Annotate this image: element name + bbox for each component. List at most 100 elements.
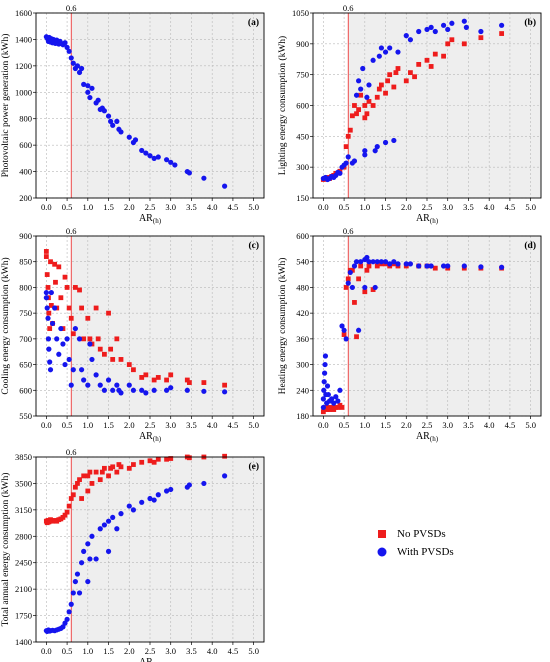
data-point-square (362, 103, 368, 108)
y-tick-label: 2800 (15, 531, 32, 541)
data-point-square (108, 346, 114, 352)
data-point-circle (366, 82, 372, 88)
data-point-circle (353, 259, 360, 265)
data-point-circle (93, 372, 99, 378)
data-point-square (345, 276, 351, 282)
y-tick-label: 550 (19, 411, 32, 421)
data-point-circle (322, 361, 328, 368)
data-point-circle (168, 159, 174, 165)
data-point-circle (52, 305, 58, 311)
data-point-circle (322, 353, 329, 359)
y-tick-label: 2450 (15, 558, 32, 568)
y-tick-label: 600 (19, 140, 32, 150)
y-tick-label: 3500 (15, 478, 32, 488)
x-tick-label: 3.0 (442, 202, 453, 212)
x-tick-label: 1.5 (103, 646, 114, 656)
data-point-circle (362, 152, 368, 158)
data-point-square (366, 263, 372, 269)
data-point-square (79, 305, 84, 311)
x-tick-label: 2.5 (145, 420, 156, 430)
data-point-square (186, 380, 192, 385)
legend-label: No PVSDs (397, 528, 446, 540)
data-point-square (126, 465, 132, 471)
panel-label: (c) (248, 240, 259, 251)
data-point-circle (343, 336, 349, 342)
data-point-square (151, 459, 157, 465)
data-point-square (395, 66, 401, 71)
y-tick-label: 1400 (15, 34, 32, 44)
data-point-circle (118, 390, 124, 396)
data-point-square (87, 336, 93, 342)
data-point-square (352, 103, 357, 108)
data-point-circle (64, 44, 70, 50)
data-point-circle (105, 548, 112, 554)
chart-panel-3: 0.6 0.0 0.5 1.0 1.5 2.0 2.5 3.0 3.5 4.0 4.5 5.0 180 2… (277, 226, 542, 443)
data-point-square (126, 362, 132, 367)
data-point-circle (64, 336, 70, 342)
data-point-circle (64, 616, 70, 622)
data-point-square (478, 35, 484, 41)
data-point-circle (360, 65, 366, 72)
data-point-circle (44, 305, 50, 311)
threshold-label: 0.6 (66, 447, 77, 457)
data-point-circle (108, 118, 114, 124)
data-point-circle (186, 482, 192, 488)
data-point-circle (335, 398, 341, 404)
data-point-circle (97, 382, 103, 388)
data-point-square (70, 331, 76, 337)
data-point-circle (85, 83, 91, 89)
data-point-circle (114, 526, 120, 532)
data-point-square (64, 509, 70, 515)
y-tick-label: 700 (19, 334, 32, 344)
data-point-square (139, 375, 145, 380)
data-point-square (118, 357, 124, 362)
y-axis-label: Lighting energy consumption (kWh) (277, 36, 288, 175)
data-point-square (164, 456, 169, 462)
data-point-square (44, 272, 50, 277)
x-tick-label: 5.0 (248, 202, 259, 212)
data-point-circle (126, 503, 132, 509)
x-tick-label: 2.0 (401, 420, 412, 430)
legend-entry-no-pvsds: No PVSDs (375, 525, 454, 543)
data-point-square (383, 90, 388, 96)
data-point-circle (364, 94, 370, 100)
data-point-circle (449, 20, 455, 26)
x-tick-label: 0.5 (339, 420, 350, 430)
data-point-square (99, 469, 105, 475)
data-point-square (93, 305, 99, 311)
data-point-circle (68, 601, 74, 607)
data-point-square (56, 264, 62, 270)
data-point-square (186, 455, 192, 461)
data-point-square (356, 276, 361, 282)
x-tick-label: 4.5 (505, 420, 516, 430)
data-point-square (441, 53, 446, 59)
data-point-circle (416, 28, 422, 35)
data-point-circle (407, 261, 414, 267)
data-point-square (46, 310, 52, 316)
data-point-square (449, 37, 455, 43)
y-tick-label: 3150 (15, 505, 32, 515)
data-point-circle (424, 26, 430, 33)
data-point-square (43, 249, 49, 254)
shaded-region (71, 13, 265, 198)
x-tick-label: 4.0 (207, 202, 218, 212)
data-point-circle (101, 108, 107, 114)
data-point-square (102, 465, 107, 471)
data-point-square (412, 74, 417, 80)
data-point-square (75, 481, 80, 486)
data-point-circle (378, 259, 384, 265)
data-point-circle (143, 390, 149, 396)
chart-panel-2: 0.6 0.0 0.5 1.0 1.5 2.0 2.5 3.0 3.5 4.0 4.5 5.0 550 6… (0, 226, 265, 443)
data-point-square (362, 115, 368, 121)
data-point-circle (387, 45, 393, 51)
data-point-circle (118, 129, 124, 135)
data-point-square (85, 473, 91, 479)
data-point-circle (85, 382, 91, 388)
data-point-circle (382, 259, 389, 265)
data-point-circle (163, 488, 170, 494)
data-point-square (53, 279, 58, 285)
data-point-circle (356, 327, 362, 333)
data-point-circle (337, 170, 343, 176)
chart-panel-0: 0.6 0.0 0.5 1.0 1.5 2.0 2.5 3.0 3.5 4.0 4.5 5.0 200 4… (0, 3, 265, 225)
data-point-circle (333, 394, 339, 400)
